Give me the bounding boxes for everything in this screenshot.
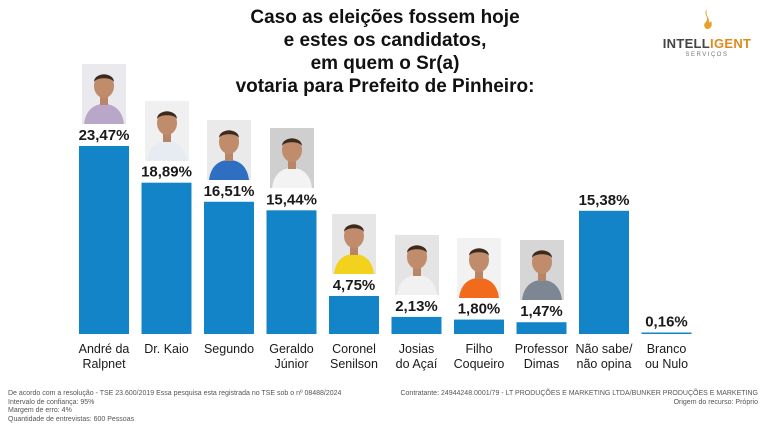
intelligent-logo: INTELLIGENT SERVIÇOS: [662, 8, 752, 60]
title-line-2: e estes os candidatos,: [283, 30, 487, 51]
bar-0: [79, 146, 129, 334]
footer-resolution: De acordo com a resolução - TSE 23.600/2…: [8, 390, 342, 397]
coqueiro-photo: [457, 237, 501, 298]
logo-brand-a: INTELL: [662, 36, 711, 51]
footer-contractor: Contratante: 24944248.0001/79 - LT PRODU…: [400, 390, 758, 397]
chart-title: Caso as eleições fossem hoje e estes os …: [200, 6, 570, 98]
footer-margin: Margem de erro: 4%: [8, 407, 72, 414]
kaio-photo: [144, 100, 189, 161]
bar-8: [579, 210, 629, 334]
flame-icon: [704, 9, 712, 29]
bar-9: [641, 332, 692, 334]
value-label-2: 16,51%: [204, 183, 255, 200]
value-label-0: 23,47%: [79, 127, 130, 144]
footer-sample: Quantidade de entrevistas: 600 Pessoas: [8, 415, 135, 423]
category-label-5-0: Josias: [399, 342, 434, 356]
category-label-4-1: Senilson: [330, 357, 378, 371]
category-label-8-1: não opina: [577, 357, 632, 371]
bar-4: [329, 295, 379, 334]
bar-7: [516, 322, 567, 334]
category-label-7-1: Dimas: [524, 357, 559, 371]
dimas-photo: [519, 240, 564, 301]
bar-5: [391, 316, 442, 334]
category-label-5-1: do Açaí: [396, 357, 438, 371]
josias-photo: [394, 234, 439, 295]
title-line-4: votaria para Prefeito de Pinheiro:: [235, 76, 535, 97]
andre-photo: [82, 64, 126, 124]
geraldo-photo: [269, 128, 314, 189]
category-label-7-0: Professor: [515, 342, 569, 356]
category-label-9-0: Branco: [647, 342, 687, 356]
value-label-8: 15,38%: [579, 192, 630, 209]
category-label-3-1: Júnior: [274, 357, 308, 371]
value-label-1: 18,89%: [141, 164, 192, 181]
category-label-4-0: Coronel: [332, 342, 376, 356]
logo-subtitle: SERVIÇOS: [685, 52, 729, 58]
footer-funding: Origem do recurso: Próprio: [673, 398, 758, 406]
category-label-9-1: ou Nulo: [645, 357, 688, 371]
category-label-1-0: Dr. Kaio: [144, 342, 189, 356]
value-label-5: 2,13%: [395, 298, 438, 315]
value-label-9: 0,16%: [645, 314, 688, 331]
category-label-8-0: Não sabe/: [576, 342, 634, 356]
logo-brand-b: IGENT: [710, 36, 752, 51]
category-label-3-0: Geraldo: [269, 342, 314, 356]
value-label-6: 1,80%: [458, 301, 501, 318]
title-line-3: em quem o Sr(a): [310, 53, 460, 74]
value-label-4: 4,75%: [333, 277, 376, 294]
category-label-0-0: André da: [79, 342, 130, 356]
senilson-photo: [332, 213, 376, 274]
bar-6: [454, 319, 504, 334]
segundo-photo: [207, 119, 251, 180]
bar-3: [266, 210, 317, 334]
footer-right: Contratante: 24944248.0001/79 - LT PRODU…: [400, 390, 758, 407]
title-line-1: Caso as eleições fossem hoje: [250, 7, 520, 28]
category-label-2-0: Segundo: [204, 342, 254, 356]
category-label-6-1: Coqueiro: [454, 357, 505, 371]
footer-left: De acordo com a resolução - TSE 23.600/2…: [8, 390, 341, 424]
category-label-0-1: Ralpnet: [82, 357, 126, 371]
value-label-7: 1,47%: [520, 303, 563, 320]
bar-2: [204, 201, 254, 334]
bar-1: [141, 182, 192, 334]
footer-confidence: Intervalo de confiança: 95%: [8, 398, 95, 406]
category-label-6-0: Filho: [465, 342, 492, 356]
value-label-3: 15,44%: [266, 191, 317, 208]
logo-wordmark: INTELLIGENT: [662, 37, 752, 51]
